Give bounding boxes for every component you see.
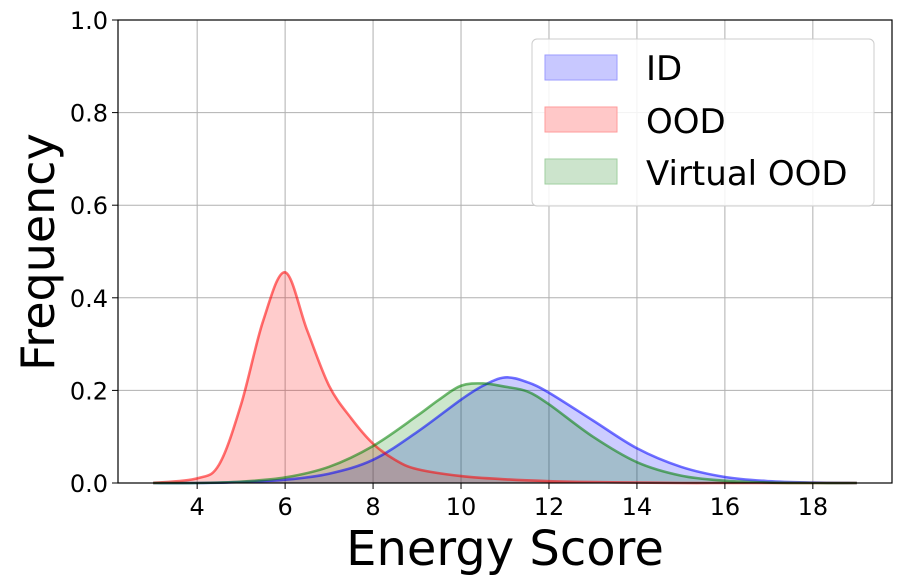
x-tick-label: 10 — [446, 493, 477, 521]
x-tick-label: 14 — [622, 493, 653, 521]
x-tick-label: 8 — [365, 493, 380, 521]
virtual-ood-line — [153, 382, 857, 485]
y-axis-ticks: 0.0 0.2 0.4 0.6 0.8 1.0 — [70, 7, 118, 498]
y-tick-label: 0.4 — [70, 285, 108, 313]
y-tick-label: 0.2 — [70, 377, 108, 405]
legend-label-virtual-ood: Virtual OOD — [646, 154, 848, 194]
plot-frame — [117, 19, 893, 484]
legend-swatch-virtual-ood — [544, 158, 618, 185]
x-tick-label: 12 — [534, 493, 565, 521]
legend: ID OOD Virtual OOD — [531, 38, 875, 207]
virtual-ood-area — [153, 383, 857, 484]
x-axis-title: Energy Score — [346, 521, 664, 577]
x-tick-label: 18 — [798, 493, 829, 521]
id-line — [153, 376, 857, 485]
x-tick-label: 6 — [277, 493, 292, 521]
legend-label-id: ID — [646, 49, 682, 89]
legend-swatch-id — [544, 54, 618, 81]
id-area — [153, 377, 857, 484]
ood-area — [153, 272, 857, 484]
y-axis-title: Frequency — [11, 133, 65, 371]
x-tick-label: 4 — [190, 493, 205, 521]
legend-label-ood: OOD — [646, 102, 726, 142]
y-tick-label: 0.8 — [70, 100, 108, 128]
y-tick-label: 1.0 — [70, 7, 108, 35]
x-axis-ticks: 4 6 8 10 12 14 16 18 — [190, 483, 829, 521]
y-tick-label: 0.0 — [70, 470, 108, 498]
density-areas — [153, 272, 857, 484]
y-tick-label: 0.6 — [70, 192, 108, 220]
legend-swatch-ood — [544, 106, 618, 133]
x-tick-label: 16 — [710, 493, 741, 521]
